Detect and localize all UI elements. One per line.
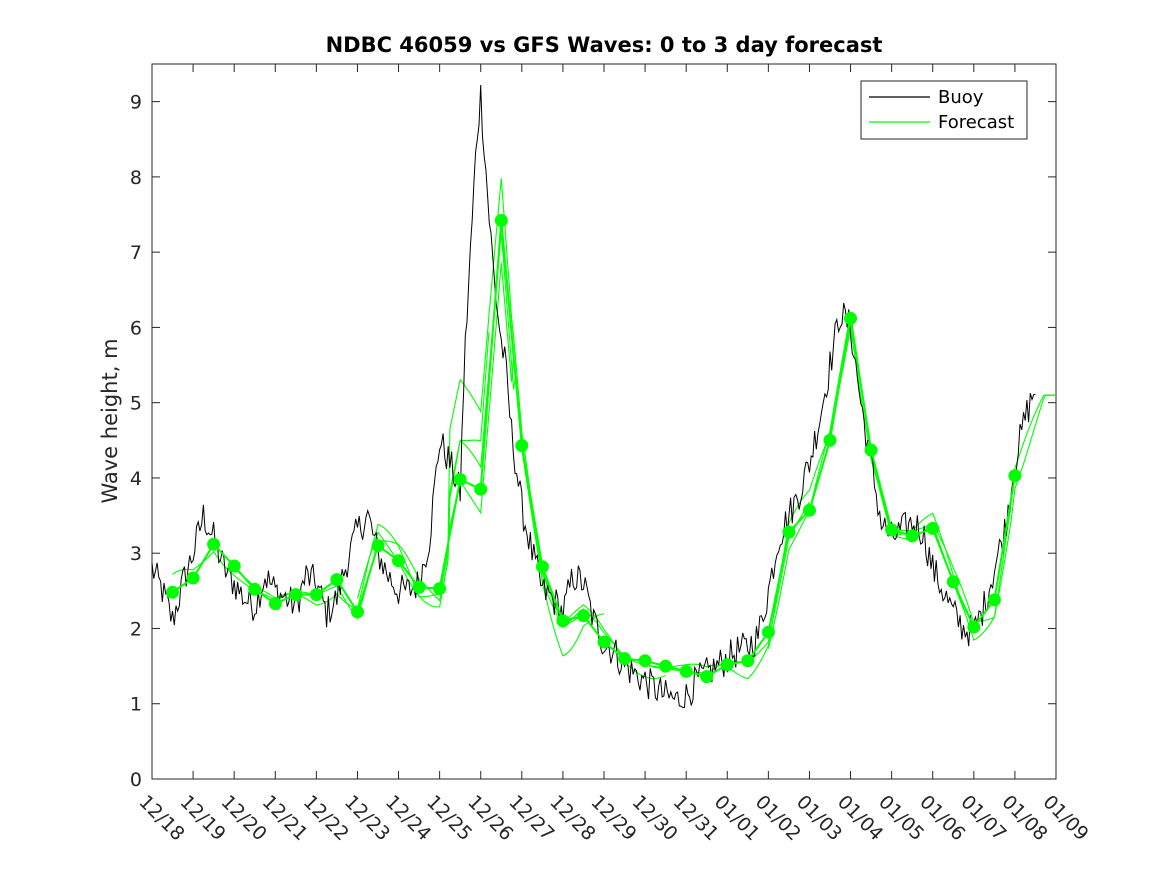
x-tick-label: 12/18 bbox=[134, 791, 188, 845]
forecast-point bbox=[474, 482, 488, 496]
y-tick-label: 9 bbox=[130, 92, 142, 114]
forecast-series-layer bbox=[166, 214, 1022, 684]
chart-title: NDBC 46059 vs GFS Waves: 0 to 3 day fore… bbox=[326, 33, 883, 57]
legend-forecast-label: Forecast bbox=[938, 112, 1014, 133]
forecast-point bbox=[967, 620, 981, 634]
forecast-point bbox=[741, 654, 755, 668]
x-tick-label: 12/25 bbox=[422, 791, 476, 845]
y-tick-label: 7 bbox=[130, 242, 142, 264]
forecast-point bbox=[987, 593, 1001, 607]
buoy-series-layer bbox=[151, 84, 1036, 708]
y-axis-label: Wave height, m bbox=[98, 338, 122, 503]
buoy-line bbox=[151, 84, 1036, 708]
forecast-point bbox=[885, 523, 899, 537]
forecast-point bbox=[823, 433, 837, 447]
x-tick-label: 12/23 bbox=[340, 791, 394, 845]
forecast-point bbox=[227, 559, 241, 573]
forecast-point bbox=[905, 529, 919, 543]
forecast-point bbox=[453, 473, 467, 486]
x-tick-label: 12/28 bbox=[545, 791, 599, 845]
forecast-point bbox=[289, 588, 303, 602]
x-tick-label: 01/09 bbox=[1038, 791, 1092, 845]
x-tick-label: 12/31 bbox=[669, 791, 723, 845]
legend-box bbox=[860, 80, 1028, 140]
y-tick-label: 0 bbox=[130, 769, 142, 791]
forecast-point bbox=[618, 652, 631, 666]
forecast-point bbox=[597, 635, 611, 649]
forecast-point bbox=[782, 525, 796, 539]
forecast-point bbox=[720, 658, 734, 672]
y-tick-label: 8 bbox=[130, 167, 142, 189]
forecast-point bbox=[761, 625, 775, 639]
y-tick-label: 3 bbox=[130, 543, 142, 565]
forecast-run-line bbox=[172, 332, 490, 620]
x-tick-label: 01/07 bbox=[956, 791, 1010, 845]
forecast-run-line bbox=[870, 394, 1056, 641]
forecast-point bbox=[803, 503, 816, 517]
forecast-point bbox=[351, 605, 364, 619]
x-tick-label: 12/26 bbox=[463, 791, 517, 845]
legend: Buoy Forecast bbox=[860, 80, 1028, 140]
forecast-point bbox=[556, 614, 570, 628]
forecast-point bbox=[515, 439, 529, 453]
forecast-point bbox=[309, 588, 323, 602]
plot-area bbox=[151, 63, 1057, 780]
forecast-point bbox=[330, 573, 344, 587]
x-tick-label: 12/30 bbox=[628, 791, 682, 845]
forecast-point bbox=[577, 609, 590, 623]
x-tick-label: 12/20 bbox=[217, 791, 271, 845]
x-tick-label: 01/01 bbox=[710, 791, 764, 845]
forecast-point bbox=[638, 654, 652, 668]
y-tick-label: 4 bbox=[130, 468, 142, 490]
forecast-point bbox=[946, 575, 960, 589]
x-tick-label: 12/22 bbox=[299, 791, 353, 845]
forecast-point bbox=[268, 597, 282, 611]
x-tick-label: 12/19 bbox=[176, 791, 230, 845]
forecast-point bbox=[535, 560, 549, 574]
x-tick-label: 01/05 bbox=[874, 791, 928, 845]
y-tick-label: 5 bbox=[130, 393, 142, 415]
x-tick-label: 01/08 bbox=[997, 791, 1051, 845]
x-tick-label: 12/29 bbox=[586, 791, 640, 845]
x-tick-label: 12/21 bbox=[258, 791, 312, 845]
forecast-point bbox=[1008, 469, 1022, 483]
x-tick-label: 01/03 bbox=[792, 791, 846, 845]
forecast-point bbox=[392, 554, 405, 568]
x-tick-label: 12/24 bbox=[381, 791, 435, 845]
y-tick-label: 6 bbox=[130, 317, 142, 339]
forecast-point bbox=[926, 521, 940, 535]
forecast-point bbox=[371, 539, 385, 553]
forecast-point bbox=[186, 571, 200, 585]
y-tick-label: 2 bbox=[130, 618, 142, 640]
forecast-point bbox=[700, 670, 714, 684]
forecast-point bbox=[207, 537, 221, 551]
forecast-point bbox=[433, 582, 447, 596]
x-tick-label: 01/04 bbox=[833, 791, 887, 845]
forecast-point bbox=[248, 582, 262, 596]
forecast-point bbox=[494, 214, 508, 227]
y-tick-label: 1 bbox=[130, 694, 142, 716]
forecast-point bbox=[679, 664, 693, 678]
forecast-point bbox=[844, 311, 857, 325]
x-tick-label: 12/27 bbox=[504, 791, 558, 845]
forecast-point bbox=[659, 659, 673, 673]
x-tick-label: 01/06 bbox=[915, 791, 969, 845]
forecast-point bbox=[864, 443, 878, 457]
y-axis-ticks: 0 1 2 3 4 5 6 7 8 9 bbox=[130, 92, 1056, 791]
x-tick-label: 01/02 bbox=[751, 791, 805, 845]
forecast-point bbox=[412, 580, 426, 594]
forecast-run-line bbox=[439, 178, 605, 657]
legend-buoy-label: Buoy bbox=[938, 87, 984, 108]
forecast-point bbox=[166, 585, 179, 599]
